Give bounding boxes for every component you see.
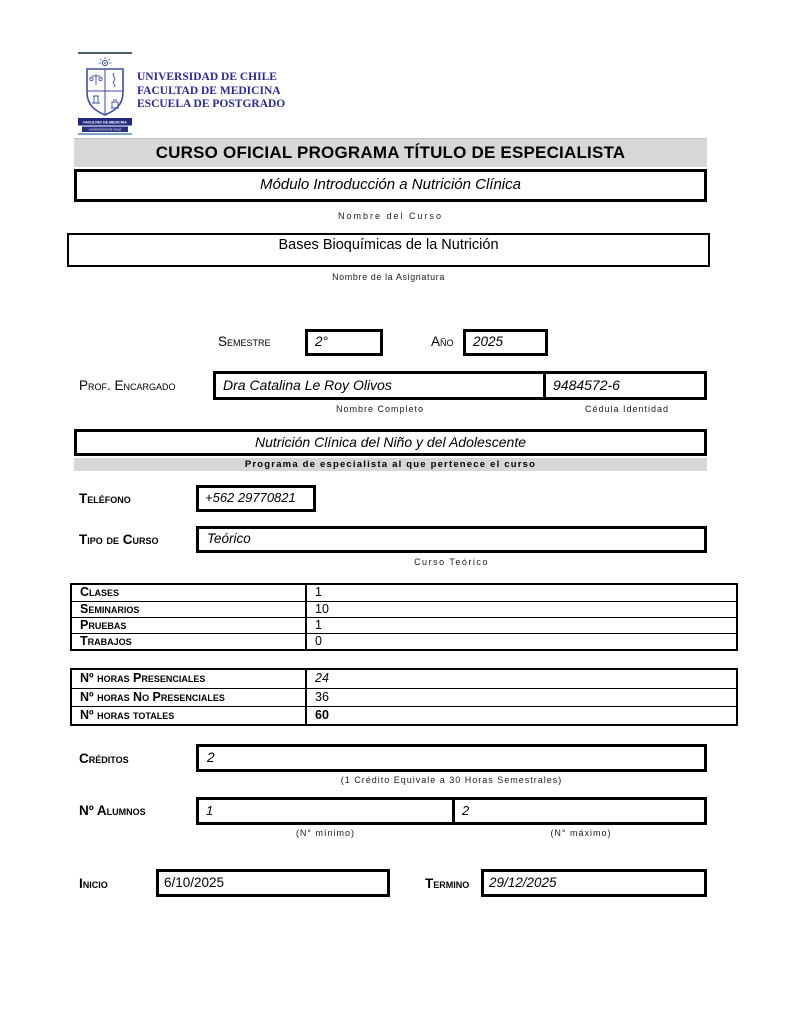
activity-value: 1: [315, 585, 322, 599]
hours-label: Nº horas No Presenciales: [72, 689, 307, 706]
credits-value-box: 2: [196, 744, 707, 772]
phone-value-box: +562 29770821: [196, 485, 316, 512]
subject-name-box: Bases Bioquímicas de la Nutrición: [67, 233, 710, 267]
phone-label: Teléfono: [79, 491, 131, 506]
activity-value: 0: [315, 634, 322, 648]
subject-name-caption: Nombre de la Asignatura: [332, 272, 445, 282]
course-type-caption: Curso Teórico: [414, 557, 489, 567]
professor-box: Dra Catalina Le Roy Olivos 9484572-6: [213, 371, 707, 400]
table-row: Pruebas 1: [72, 617, 736, 633]
hours-label: Nº horas Presenciales: [72, 670, 307, 688]
course-type-label: Tipo de Curso: [79, 532, 159, 547]
professor-id-caption: Cédula Identidad: [584, 404, 670, 414]
students-box: 1 2: [196, 797, 707, 825]
credits-label: Créditos: [79, 751, 129, 766]
activity-value: 10: [315, 602, 329, 616]
course-type-value-box: Teórico: [196, 526, 707, 553]
table-row: Nº horas totales 60: [72, 706, 736, 724]
logo-bar2-text: UNIVERSIDAD DE CHILE: [89, 128, 122, 132]
org-name-lines: UNIVERSIDAD DE CHILE FACULTAD DE MEDICIN…: [137, 71, 286, 111]
table-row: Nº horas No Presenciales 36: [72, 688, 736, 706]
table-row: Nº horas Presenciales 24: [72, 670, 736, 688]
hours-value: 60: [315, 708, 329, 722]
professor-name: Dra Catalina Le Roy Olivos: [216, 374, 546, 397]
students-label: Nº Alumnos: [79, 803, 146, 818]
students-max-value: 2: [462, 803, 470, 818]
year-label: Año: [431, 334, 454, 349]
program-name-box: Nutrición Clínica del Niño y del Adolesc…: [74, 429, 707, 456]
crest-icon: FACULTAD DE MEDICINA UNIVERSIDAD DE CHIL…: [78, 52, 132, 135]
hours-value: 24: [315, 671, 329, 685]
course-name-box: Módulo Introducción a Nutrición Clínica: [74, 169, 707, 202]
semester-label: Semestre: [218, 334, 271, 349]
start-date-box: 6/10/2025: [156, 869, 390, 897]
table-row: Seminarios 10: [72, 601, 736, 617]
hours-table: Nº horas Presenciales 24 Nº horas No Pre…: [70, 668, 738, 726]
activities-table: Clases 1 Seminarios 10 Pruebas 1 Trabajo…: [70, 583, 738, 651]
activity-value: 1: [315, 618, 322, 632]
start-date-label: Inicio: [79, 876, 108, 891]
course-name-caption: Nombre del Curso: [337, 211, 444, 221]
table-row: Clases 1: [72, 585, 736, 601]
activity-label: Clases: [72, 585, 307, 601]
table-row: Trabajos 0: [72, 633, 736, 649]
students-min-value: 1: [199, 800, 455, 822]
logo-bar1-text: FACULTAD DE MEDICINA: [83, 120, 127, 124]
hours-label: Nº horas totales: [72, 707, 307, 724]
professor-id: 9484572-6: [553, 377, 620, 393]
form-title: CURSO OFICIAL PROGRAMA TÍTULO DE ESPECIA…: [74, 138, 707, 167]
end-date-box: 29/12/2025: [481, 869, 707, 897]
end-date-label: Termino: [425, 876, 470, 891]
professor-label: Prof. Encargado: [79, 378, 176, 393]
students-max-caption: (N° máximo): [550, 828, 612, 838]
university-crest-logo: FACULTAD DE MEDICINA UNIVERSIDAD DE CHIL…: [78, 52, 132, 136]
semester-value-box: 2°: [305, 329, 383, 356]
hours-value: 36: [315, 690, 329, 704]
activity-label: Pruebas: [72, 618, 307, 633]
year-value-box: 2025: [463, 329, 548, 356]
professor-name-caption: Nombre Completo: [335, 404, 425, 414]
program-caption-strip: Programa de especialista al que pertenec…: [74, 458, 707, 471]
credits-caption: (1 Crédito Equivale a 30 Horas Semestral…: [340, 775, 563, 785]
activity-label: Trabajos: [72, 634, 307, 649]
activity-label: Seminarios: [72, 602, 307, 617]
students-min-caption: (N° mínimo): [295, 828, 356, 838]
